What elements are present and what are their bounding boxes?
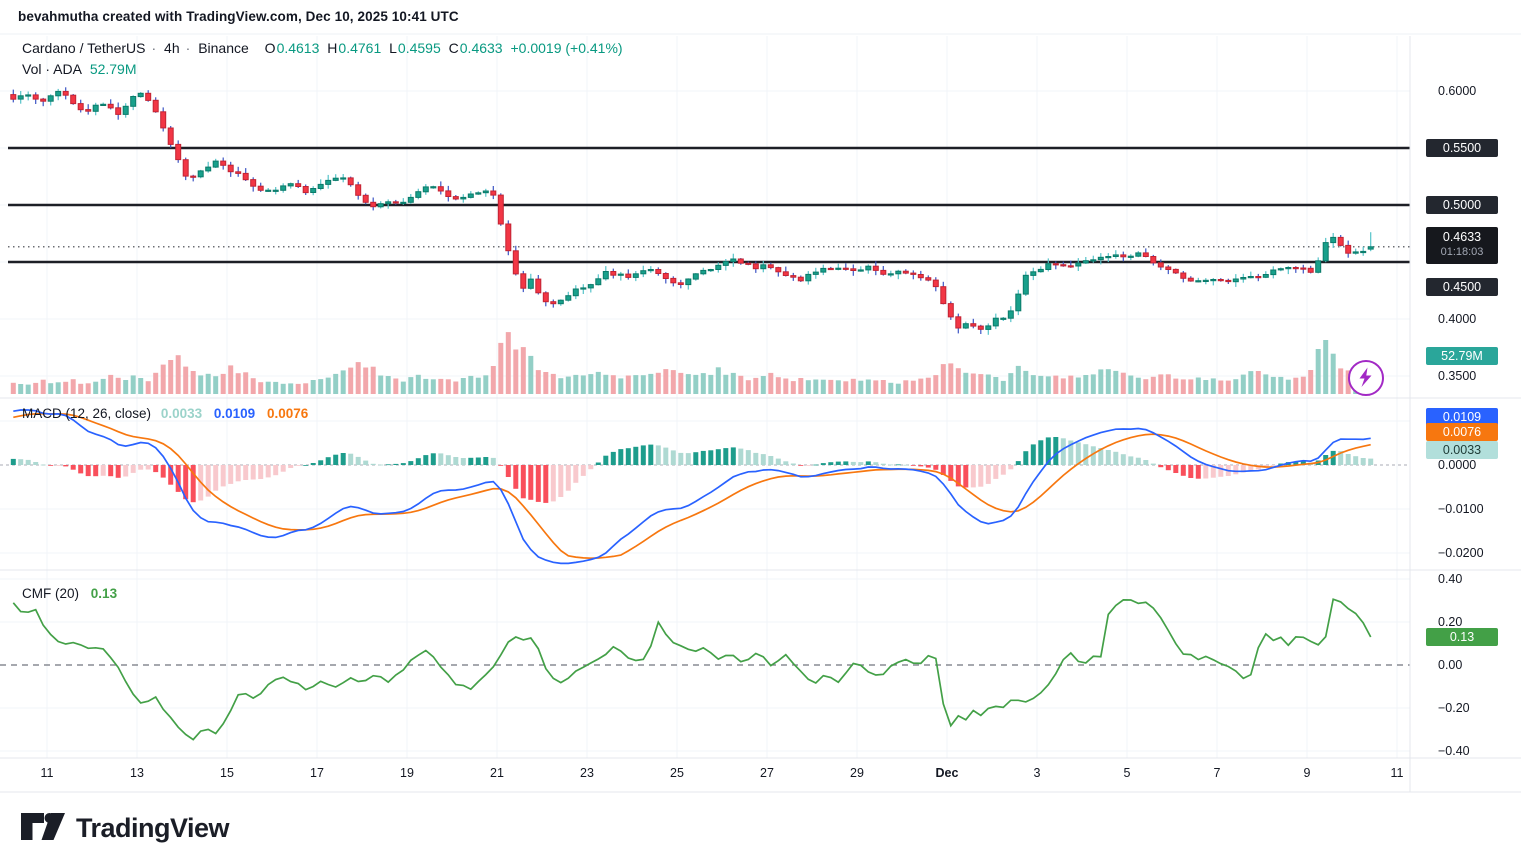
macd-signal-value: 0.0076 bbox=[266, 406, 309, 421]
open-label: O bbox=[264, 40, 276, 56]
time-label: 25 bbox=[670, 766, 684, 780]
axis-label: 0.0000 bbox=[1438, 457, 1477, 472]
time-label: 29 bbox=[850, 766, 864, 780]
high-label: H bbox=[327, 40, 338, 56]
change-value: +0.0019 (+0.41%) bbox=[510, 40, 623, 56]
bar-countdown: 01:18:03 bbox=[1440, 245, 1484, 258]
tradingview-logo[interactable]: TradingView bbox=[20, 810, 230, 846]
time-label: 21 bbox=[490, 766, 504, 780]
axis-label: 0.4000 bbox=[1438, 311, 1477, 326]
time-label: 15 bbox=[220, 766, 234, 780]
macd-badge: 0.0109 bbox=[1426, 408, 1498, 427]
cmf-params: (20) bbox=[55, 586, 80, 601]
time-label: 19 bbox=[400, 766, 414, 780]
macd-name[interactable]: MACD bbox=[22, 406, 62, 421]
time-label: 5 bbox=[1123, 766, 1131, 780]
macd-legend: MACD (12, 26, close) 0.0033 0.0109 0.007… bbox=[22, 406, 308, 421]
macd-histogram bbox=[10, 437, 1374, 503]
volume-bars bbox=[10, 332, 1374, 394]
axis-label: 0.20 bbox=[1438, 614, 1463, 629]
candlesticks bbox=[10, 87, 1374, 335]
low-value: 0.4595 bbox=[397, 40, 441, 56]
cmf-badge: 0.13 bbox=[1426, 628, 1498, 647]
cmf-line bbox=[12, 598, 1372, 741]
level-badge: 0.5500 bbox=[1426, 139, 1498, 157]
grid-lines bbox=[0, 36, 1410, 758]
macd-signal-line bbox=[13, 412, 1371, 560]
time-axis[interactable]: 11 13 15 17 19 21 23 25 27 29 Dec 3 5 7 9 11 bbox=[0, 758, 1410, 792]
time-label: 3 bbox=[1033, 766, 1041, 780]
low-label: L bbox=[389, 40, 397, 56]
current-price-value: 0.4633 bbox=[1442, 229, 1482, 244]
attribution-text: bevahmutha created with TradingView.com,… bbox=[18, 9, 459, 24]
pane-separators bbox=[0, 33, 1521, 793]
time-label: 9 bbox=[1303, 766, 1311, 780]
volume-legend: Vol · ADA 52.79M bbox=[22, 61, 141, 77]
current-price-badge: 0.4633 01:18:03 bbox=[1426, 226, 1498, 264]
volume-badge: 52.79M bbox=[1426, 347, 1498, 365]
time-label: Dec bbox=[935, 766, 959, 780]
level-badge: 0.5000 bbox=[1426, 196, 1498, 214]
tradingview-logo-text: TradingView bbox=[76, 812, 230, 843]
volume-label: Vol · ADA bbox=[22, 61, 82, 77]
macd-line-value: 0.0109 bbox=[213, 406, 256, 421]
macd-hist-value: 0.0033 bbox=[160, 406, 203, 421]
time-label: 11 bbox=[40, 766, 54, 780]
volume-value: 52.79M bbox=[89, 61, 137, 77]
open-value: 0.4613 bbox=[276, 40, 320, 56]
axis-label: −0.0200 bbox=[1438, 545, 1484, 560]
axis-label: 0.40 bbox=[1438, 571, 1463, 586]
signal-badge: 0.0076 bbox=[1426, 422, 1498, 441]
close-value: 0.4633 bbox=[459, 40, 503, 56]
time-label: 11 bbox=[1390, 766, 1404, 780]
cmf-name[interactable]: CMF bbox=[22, 586, 52, 601]
close-label: C bbox=[448, 40, 459, 56]
time-label: 27 bbox=[760, 766, 774, 780]
time-label: 7 bbox=[1213, 766, 1221, 780]
cmf-legend: CMF (20) 0.13 bbox=[22, 586, 117, 601]
quick-trade-button[interactable] bbox=[1348, 360, 1384, 396]
axis-label: −0.40 bbox=[1438, 743, 1470, 758]
macd-line bbox=[13, 409, 1371, 565]
axis-label: 0.6000 bbox=[1438, 83, 1477, 98]
macd-params: (12, 26, close) bbox=[65, 406, 152, 421]
axis-label: 0.00 bbox=[1438, 657, 1463, 672]
high-value: 0.4761 bbox=[338, 40, 382, 56]
time-label: 17 bbox=[310, 766, 324, 780]
interval-label[interactable]: 4h bbox=[164, 40, 180, 56]
support-resistance-lines[interactable] bbox=[8, 146, 1410, 264]
cmf-value: 0.13 bbox=[90, 586, 118, 601]
price-axis[interactable]: 0.6000 0.5500 0.5000 0.4633 01:18:03 0.4500 0.… bbox=[1410, 36, 1521, 792]
hist-badge: 0.0033 bbox=[1426, 441, 1498, 460]
time-label: 23 bbox=[580, 766, 594, 780]
symbol-legend: Cardano / TetherUS · 4h · Binance O0.4613 … bbox=[22, 40, 623, 56]
level-badge: 0.4500 bbox=[1426, 278, 1498, 296]
tradingview-logo-icon bbox=[21, 813, 65, 840]
lightning-icon bbox=[1359, 367, 1372, 387]
axis-label: 0.3500 bbox=[1438, 368, 1477, 383]
axis-label: −0.0100 bbox=[1438, 501, 1484, 516]
symbol-title: Cardano / TetherUS bbox=[22, 40, 146, 56]
exchange-label: Binance bbox=[198, 40, 249, 56]
axis-label: −0.20 bbox=[1438, 700, 1470, 715]
time-label: 13 bbox=[130, 766, 144, 780]
